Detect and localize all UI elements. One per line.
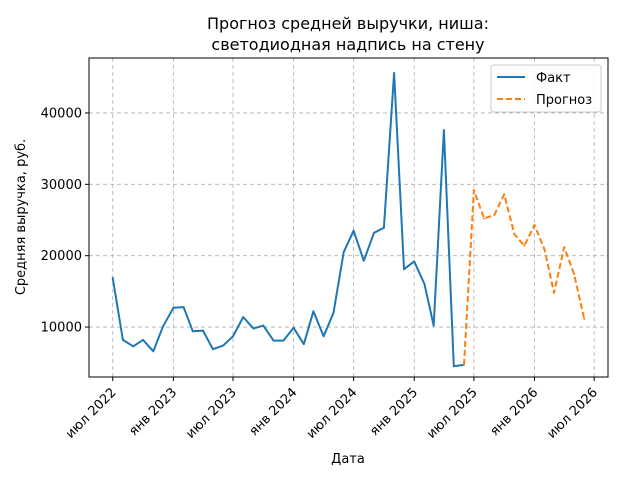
series-point-0 [452,365,455,368]
series-point-1 [493,214,496,216]
series-line-0 [111,72,465,368]
chart-title-line-1: Прогноз средней выручки, ниша: [207,14,489,33]
series-point-0 [292,326,295,329]
series-point-0 [182,306,185,308]
series-point-1 [583,318,586,321]
series-point-0 [152,350,155,353]
series-point-0 [202,329,204,332]
series-point-0 [403,268,405,271]
x-axis: июл 2022 янв 2023 июл 2023 янв 2024 июл 2024… [63,377,601,442]
series-layer [111,72,586,368]
series-point-0 [423,283,426,286]
series-point-0 [162,325,165,328]
series-point-1 [513,233,516,236]
series-point-0 [111,276,114,279]
x-tick-label: янв 2026 [487,385,541,439]
series-point-0 [212,348,214,351]
series-point-1 [563,246,566,249]
y-tick-label: 40000 [41,106,82,121]
series-point-0 [262,324,265,327]
x-tick-label: июл 2024 [304,385,361,442]
series-point-1 [533,224,536,226]
series-point-0 [373,231,375,234]
series-point-0 [142,339,144,341]
series-point-1 [503,193,506,196]
legend: Факт Прогноз [490,64,602,113]
series-point-1 [523,244,526,247]
series-point-1 [473,189,475,191]
x-axis-label: Дата [331,452,365,467]
series-point-1 [553,291,555,294]
series-point-0 [322,335,325,338]
series-point-1 [543,249,546,251]
chart-title-line-2: светодиодная надпись на стену [211,35,484,54]
legend-label-forecast: Прогноз [536,93,592,108]
x-tick-label: янв 2023 [126,385,180,439]
series-point-0 [312,310,315,313]
series-point-0 [362,259,365,262]
series-point-0 [282,339,285,342]
series-point-0 [232,335,234,338]
x-tick-label: июл 2026 [544,385,601,442]
series-point-0 [302,343,305,346]
series-point-0 [122,339,124,341]
y-tick-label: 20000 [41,249,82,264]
series-point-0 [432,324,435,327]
series-point-0 [242,316,245,318]
series-point-1 [573,273,575,276]
y-tick-label: 10000 [41,321,82,336]
series-point-0 [443,129,445,132]
plot-frame [88,57,609,378]
y-tick-label: 30000 [41,178,82,193]
series-point-0 [222,344,225,347]
series-point-0 [172,306,175,309]
legend-label-fact: Факт [536,71,571,86]
x-tick-label: июл 2022 [63,385,120,442]
series-point-0 [393,72,395,74]
x-tick-label: июл 2025 [424,385,481,442]
y-axis: 10000 20000 30000 40000 [41,106,89,336]
x-tick-label: янв 2025 [367,385,421,439]
series-line-1 [463,189,586,365]
series-point-1 [463,364,465,366]
series-point-0 [352,229,355,232]
x-tick-label: янв 2024 [247,385,301,439]
series-point-0 [413,260,416,263]
series-point-0 [383,226,385,229]
series-point-0 [191,330,194,333]
series-point-0 [272,339,275,342]
series-point-0 [252,327,255,330]
series-point-0 [132,345,135,348]
series-point-1 [483,217,485,220]
x-tick-label: июл 2023 [183,385,240,442]
y-axis-label: Средняя выручка, руб. [14,139,29,295]
series-point-0 [342,251,345,254]
grid-layer [89,58,608,377]
series-point-0 [332,311,335,314]
